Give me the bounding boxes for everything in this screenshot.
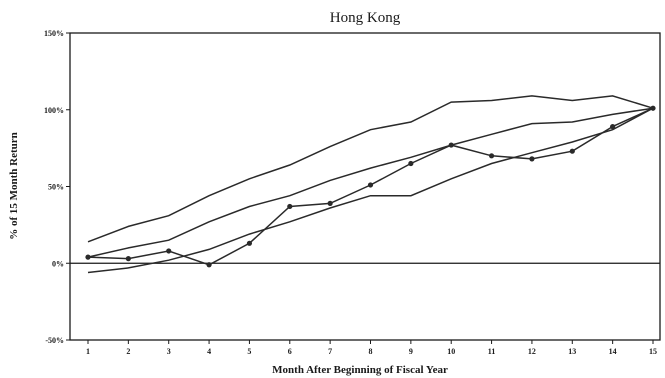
x-axis: 1 2 3 4 5 6 7 8 9 10 11 12 13 14 15 <box>86 340 657 356</box>
data-point <box>206 262 212 268</box>
series-line-2 <box>87 107 654 258</box>
chart-title: Hong Kong <box>330 10 401 26</box>
data-point <box>610 124 616 130</box>
x-tick-label: 8 <box>369 347 373 356</box>
data-point <box>448 142 454 148</box>
y-tick-label: 150% <box>44 29 64 38</box>
data-point <box>246 240 253 246</box>
x-tick-label: 5 <box>247 347 251 356</box>
data-point <box>408 160 414 167</box>
y-tick-label: 0% <box>52 259 64 268</box>
data-point <box>488 153 495 159</box>
series-line-4 <box>87 107 654 274</box>
data-point <box>125 256 131 262</box>
data-point <box>367 182 374 188</box>
x-axis-label: Month After Beginning of Fiscal Year <box>272 364 448 376</box>
data-point <box>327 200 333 206</box>
x-tick-label: 10 <box>447 347 455 356</box>
x-tick-label: 11 <box>488 347 496 356</box>
y-axis: 150% 100% 50% 0% -50% <box>44 29 70 345</box>
x-tick-label: 9 <box>409 347 413 356</box>
x-tick-label: 14 <box>609 347 617 356</box>
series-line-1 <box>87 95 654 243</box>
x-tick-label: 12 <box>528 347 536 356</box>
data-point <box>569 148 575 154</box>
x-tick-label: 15 <box>649 347 657 356</box>
plot-frame <box>69 32 661 341</box>
y-tick-label: 100% <box>44 106 64 115</box>
y-axis-label: % of 15 Month Return <box>8 132 20 240</box>
x-tick-label: 13 <box>568 347 576 356</box>
series-layer <box>85 95 656 274</box>
y-tick-label: 50% <box>48 183 64 192</box>
x-tick-label: 3 <box>167 347 171 356</box>
data-point <box>529 156 535 162</box>
data-point <box>85 254 91 260</box>
x-tick-label: 7 <box>328 347 332 356</box>
y-tick-label: -50% <box>45 336 64 345</box>
data-point <box>287 203 293 210</box>
x-tick-label: 2 <box>126 347 130 356</box>
data-point <box>166 248 172 254</box>
x-tick-label: 6 <box>288 347 292 356</box>
x-tick-label: 1 <box>86 347 90 356</box>
x-tick-label: 4 <box>207 347 211 356</box>
